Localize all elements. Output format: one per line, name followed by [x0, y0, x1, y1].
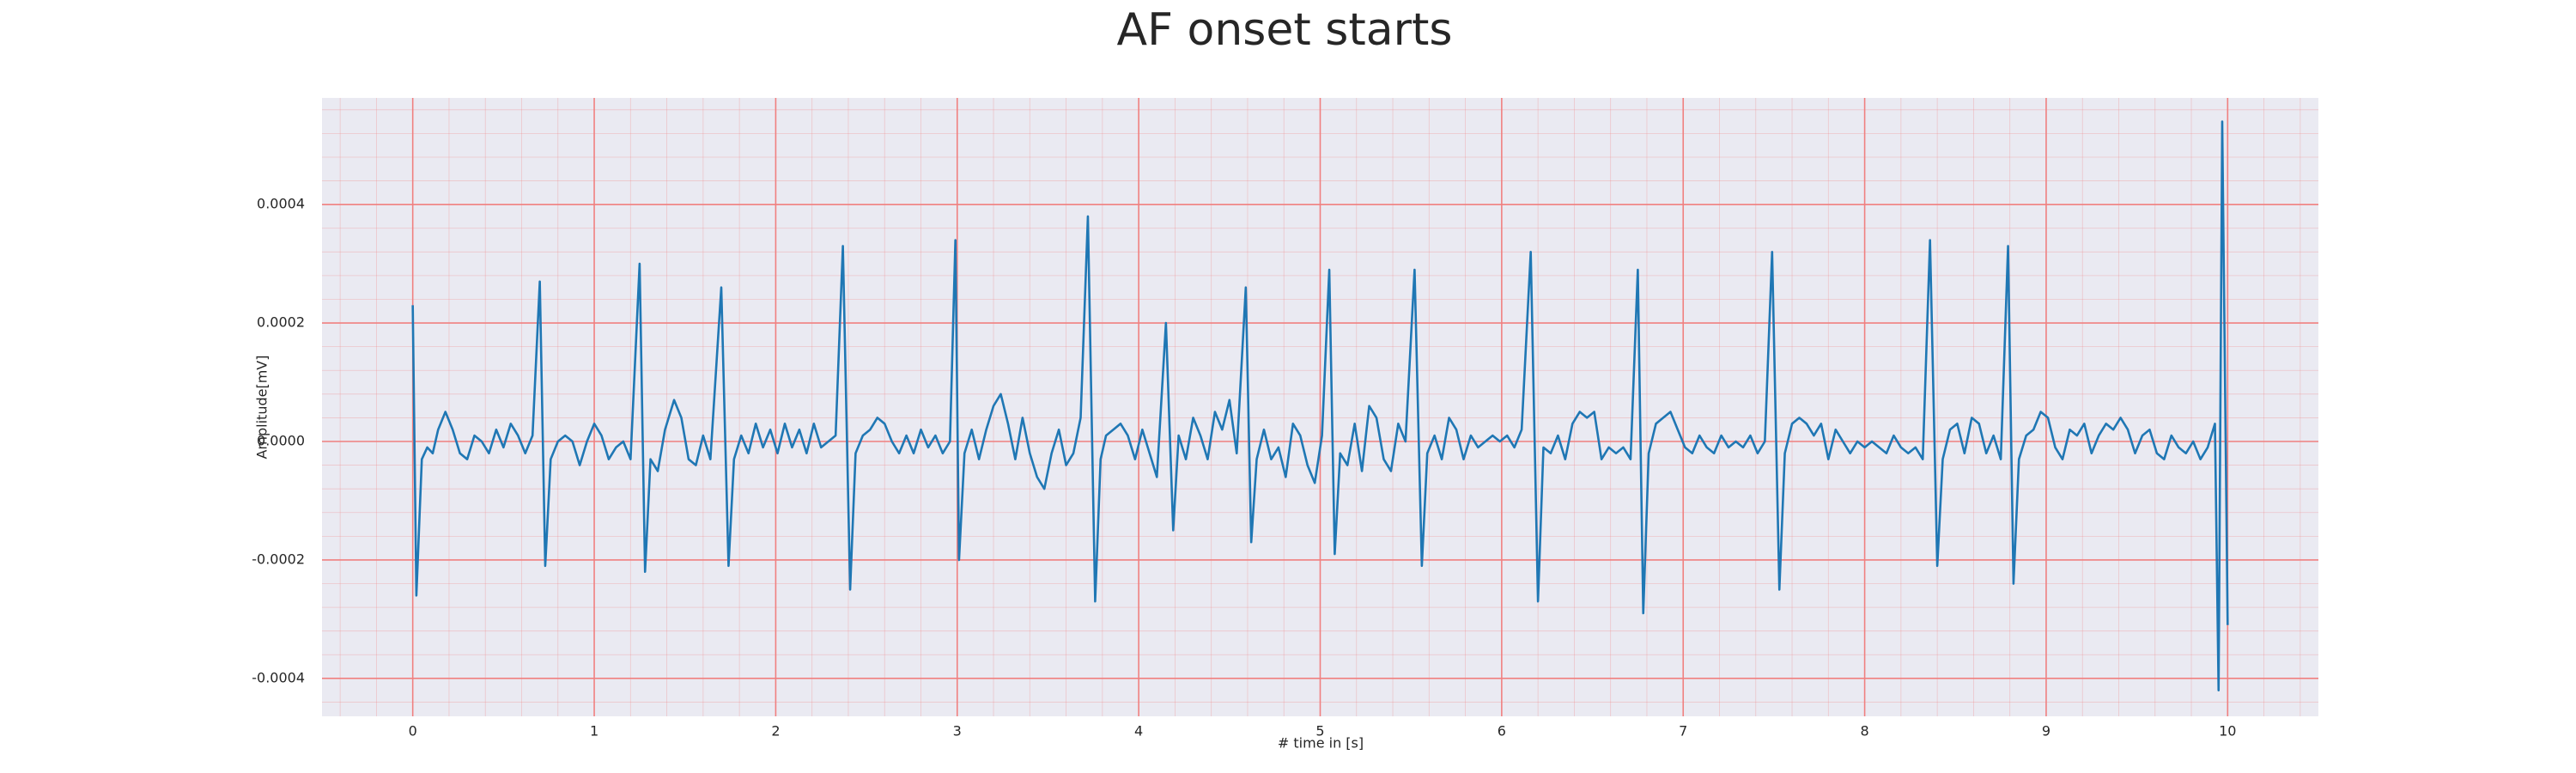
x-tick-label: 3 — [953, 723, 962, 740]
y-tick-label: -0.0004 — [252, 669, 305, 685]
y-axis-label: Amplitude[mV] — [254, 355, 270, 459]
chart-title: AF onset starts — [1117, 4, 1453, 56]
y-tick-label: 0.0000 — [257, 433, 305, 449]
x-tick-label: 9 — [2042, 723, 2050, 740]
ecg-line — [411, 120, 2229, 691]
x-tick-label: 2 — [771, 723, 780, 740]
y-tick-label: 0.0002 — [257, 314, 305, 331]
x-tick-label: 7 — [1679, 723, 1687, 740]
x-tick-label: 8 — [1860, 723, 1868, 740]
x-axis-label: # time in [s] — [1278, 735, 1364, 752]
x-tick-label: 1 — [590, 723, 598, 740]
x-tick-label: 0 — [409, 723, 417, 740]
x-tick-label: 10 — [2219, 723, 2236, 740]
x-tick-label: 6 — [1498, 723, 1506, 740]
x-tick-label: 4 — [1134, 723, 1143, 740]
y-tick-label: -0.0002 — [252, 551, 305, 567]
x-tick-label: 5 — [1315, 723, 1324, 740]
y-tick-label: 0.0004 — [257, 196, 305, 212]
